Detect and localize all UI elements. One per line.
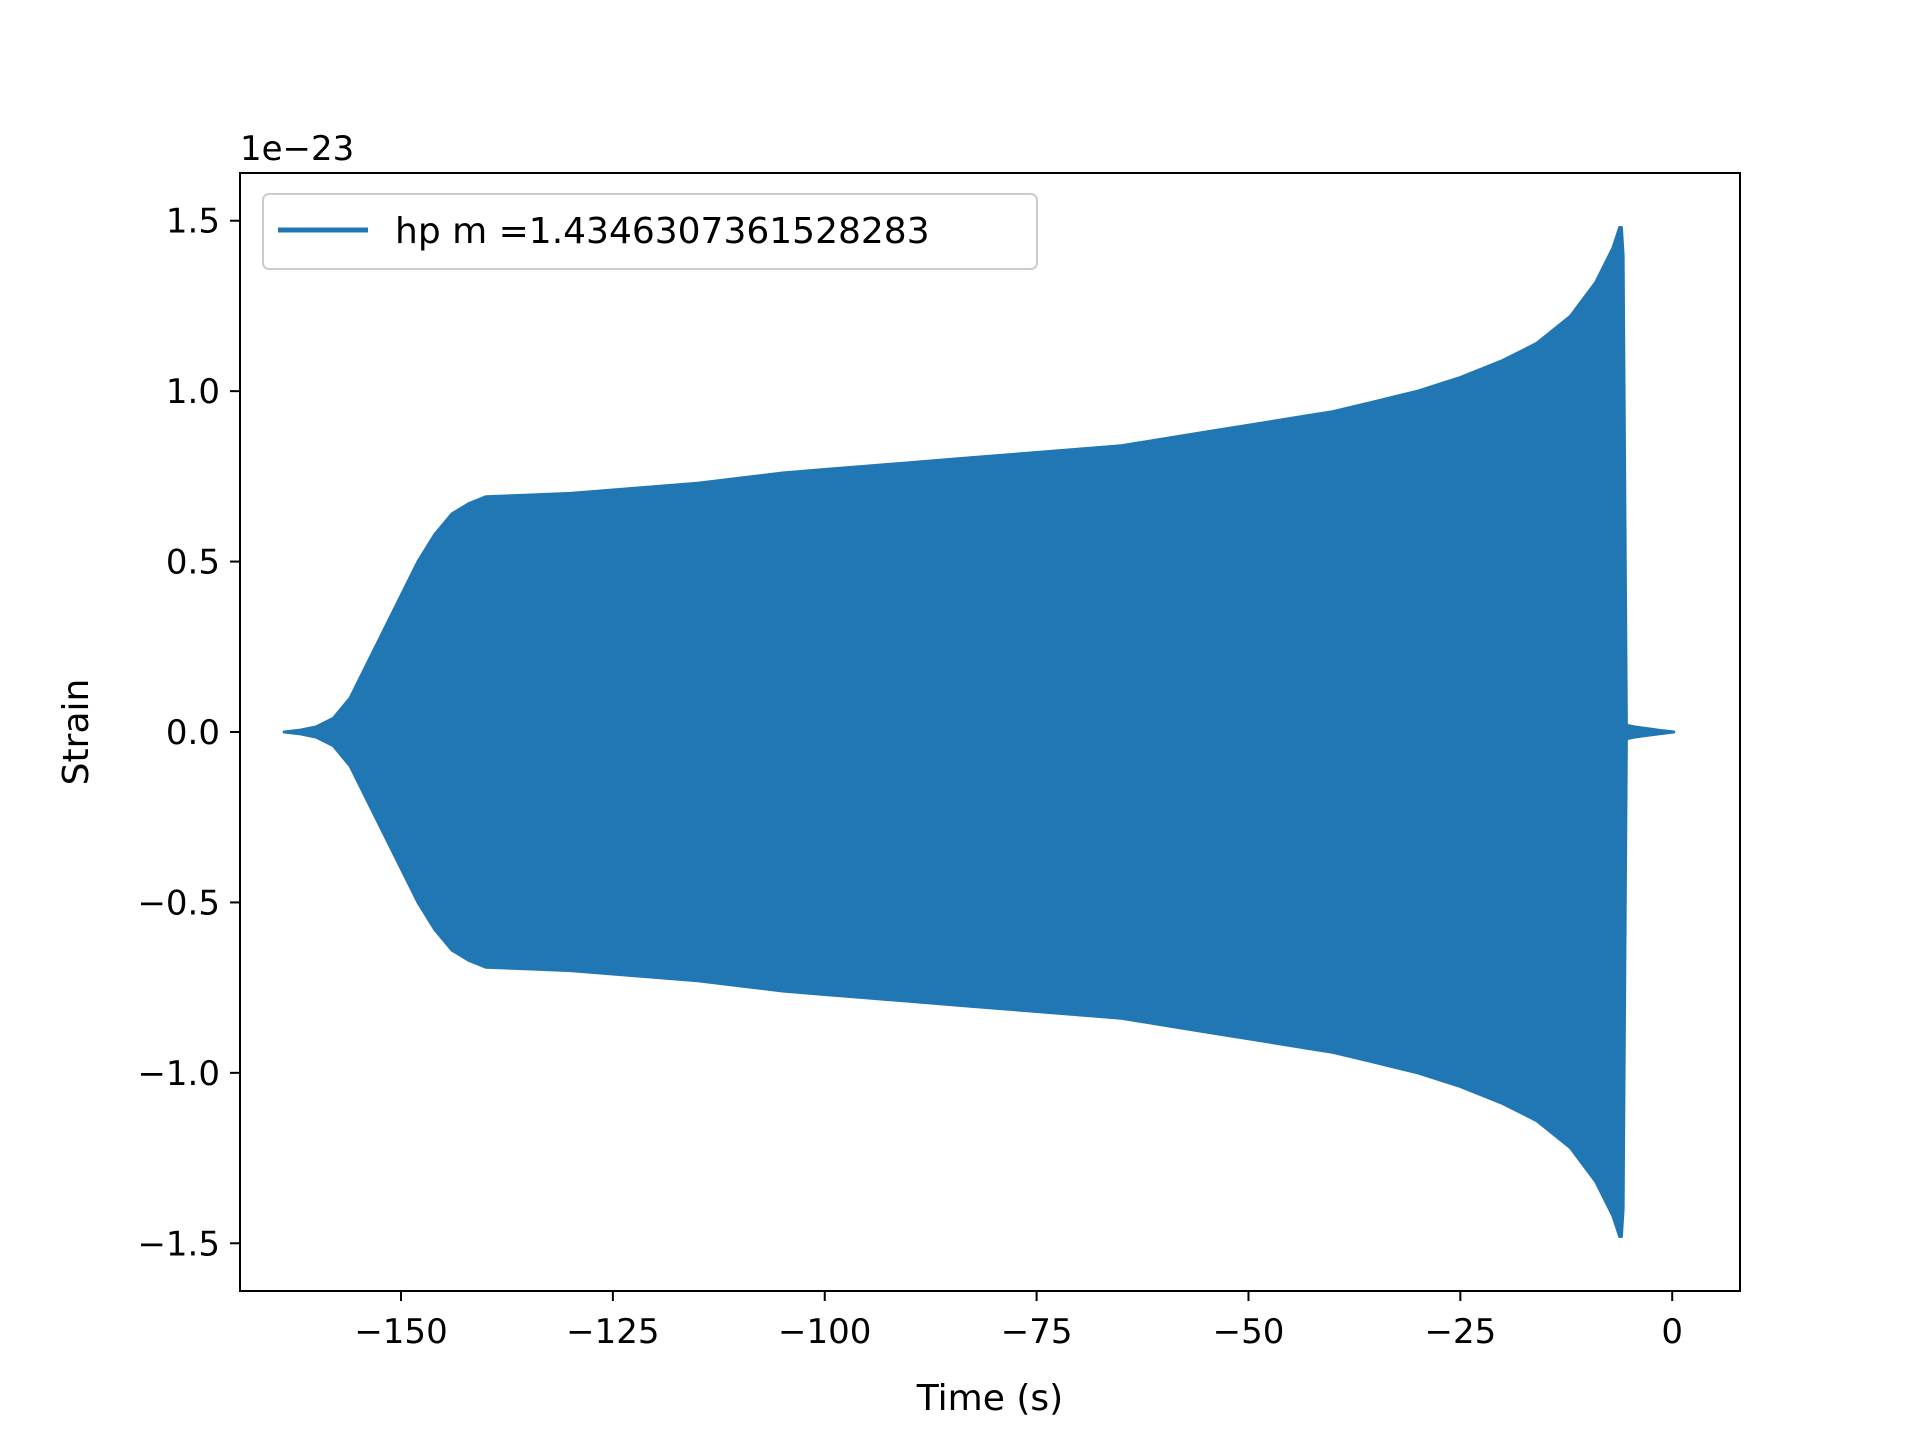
x-tick-label: −75 (1001, 1312, 1073, 1352)
y-tick-label: 0.0 (166, 713, 220, 753)
x-tick-label: −50 (1213, 1312, 1285, 1352)
y-tick-label: −1.5 (137, 1224, 220, 1264)
y-tick-label: −1.0 (137, 1054, 220, 1094)
y-axis-label: Strain (56, 679, 97, 786)
series-layer (282, 226, 1676, 1238)
y-axis-ticks: 1.5 1.0 0.5 0.0 −0.5 −1.0 −1.5 (137, 202, 240, 1264)
x-axis-label: Time (s) (916, 1378, 1063, 1419)
x-tick-label: 0 (1661, 1312, 1683, 1352)
x-tick-label: −125 (566, 1312, 659, 1352)
series-hp-waveform (282, 226, 1676, 1238)
y-tick-label: 1.0 (166, 372, 220, 412)
y-tick-label: 1.5 (166, 202, 220, 242)
legend: hp m =1.4346307361528283 (262, 193, 1038, 270)
x-tick-label: −100 (778, 1312, 871, 1352)
legend-box (262, 193, 1038, 270)
y-offset-label: 1e−23 (240, 129, 354, 169)
plot-frame (239, 172, 1741, 1292)
y-tick-label: 0.5 (166, 543, 220, 583)
legend-series-label: hp m =1.4346307361528283 (395, 211, 930, 252)
x-axis-ticks: −150 −125 −100 −75 −50 −25 0 (354, 1291, 1683, 1352)
x-tick-label: −150 (354, 1312, 447, 1352)
y-tick-label: −0.5 (137, 883, 220, 923)
x-tick-label: −25 (1424, 1312, 1496, 1352)
